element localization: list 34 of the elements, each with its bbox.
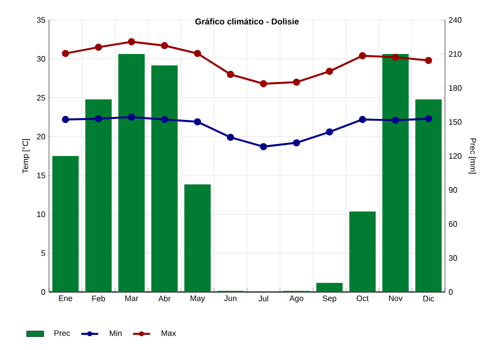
point [160, 42, 168, 50]
point [94, 115, 102, 122]
point [424, 115, 432, 122]
point [326, 128, 334, 136]
point [226, 70, 234, 78]
point [62, 116, 70, 124]
point [292, 139, 300, 146]
point [392, 116, 400, 124]
bar [184, 184, 211, 292]
bar [349, 212, 376, 292]
bar [316, 282, 343, 292]
point [160, 116, 168, 124]
point [128, 38, 136, 46]
bar [85, 99, 112, 292]
point [358, 52, 366, 60]
bar [415, 99, 442, 292]
point [226, 134, 234, 141]
point [62, 50, 70, 58]
chart-title: Gráfico climático - Dolisie [195, 18, 299, 24]
point [194, 50, 202, 58]
point [358, 116, 366, 124]
point [424, 56, 432, 64]
point [194, 118, 202, 126]
bar [52, 156, 79, 292]
bar [118, 54, 145, 292]
bar [382, 54, 409, 292]
point [94, 44, 102, 51]
point [128, 114, 136, 121]
point [292, 78, 300, 86]
point [260, 80, 268, 88]
point [260, 143, 268, 150]
point [326, 68, 334, 75]
bar [151, 65, 178, 292]
point [392, 54, 400, 61]
